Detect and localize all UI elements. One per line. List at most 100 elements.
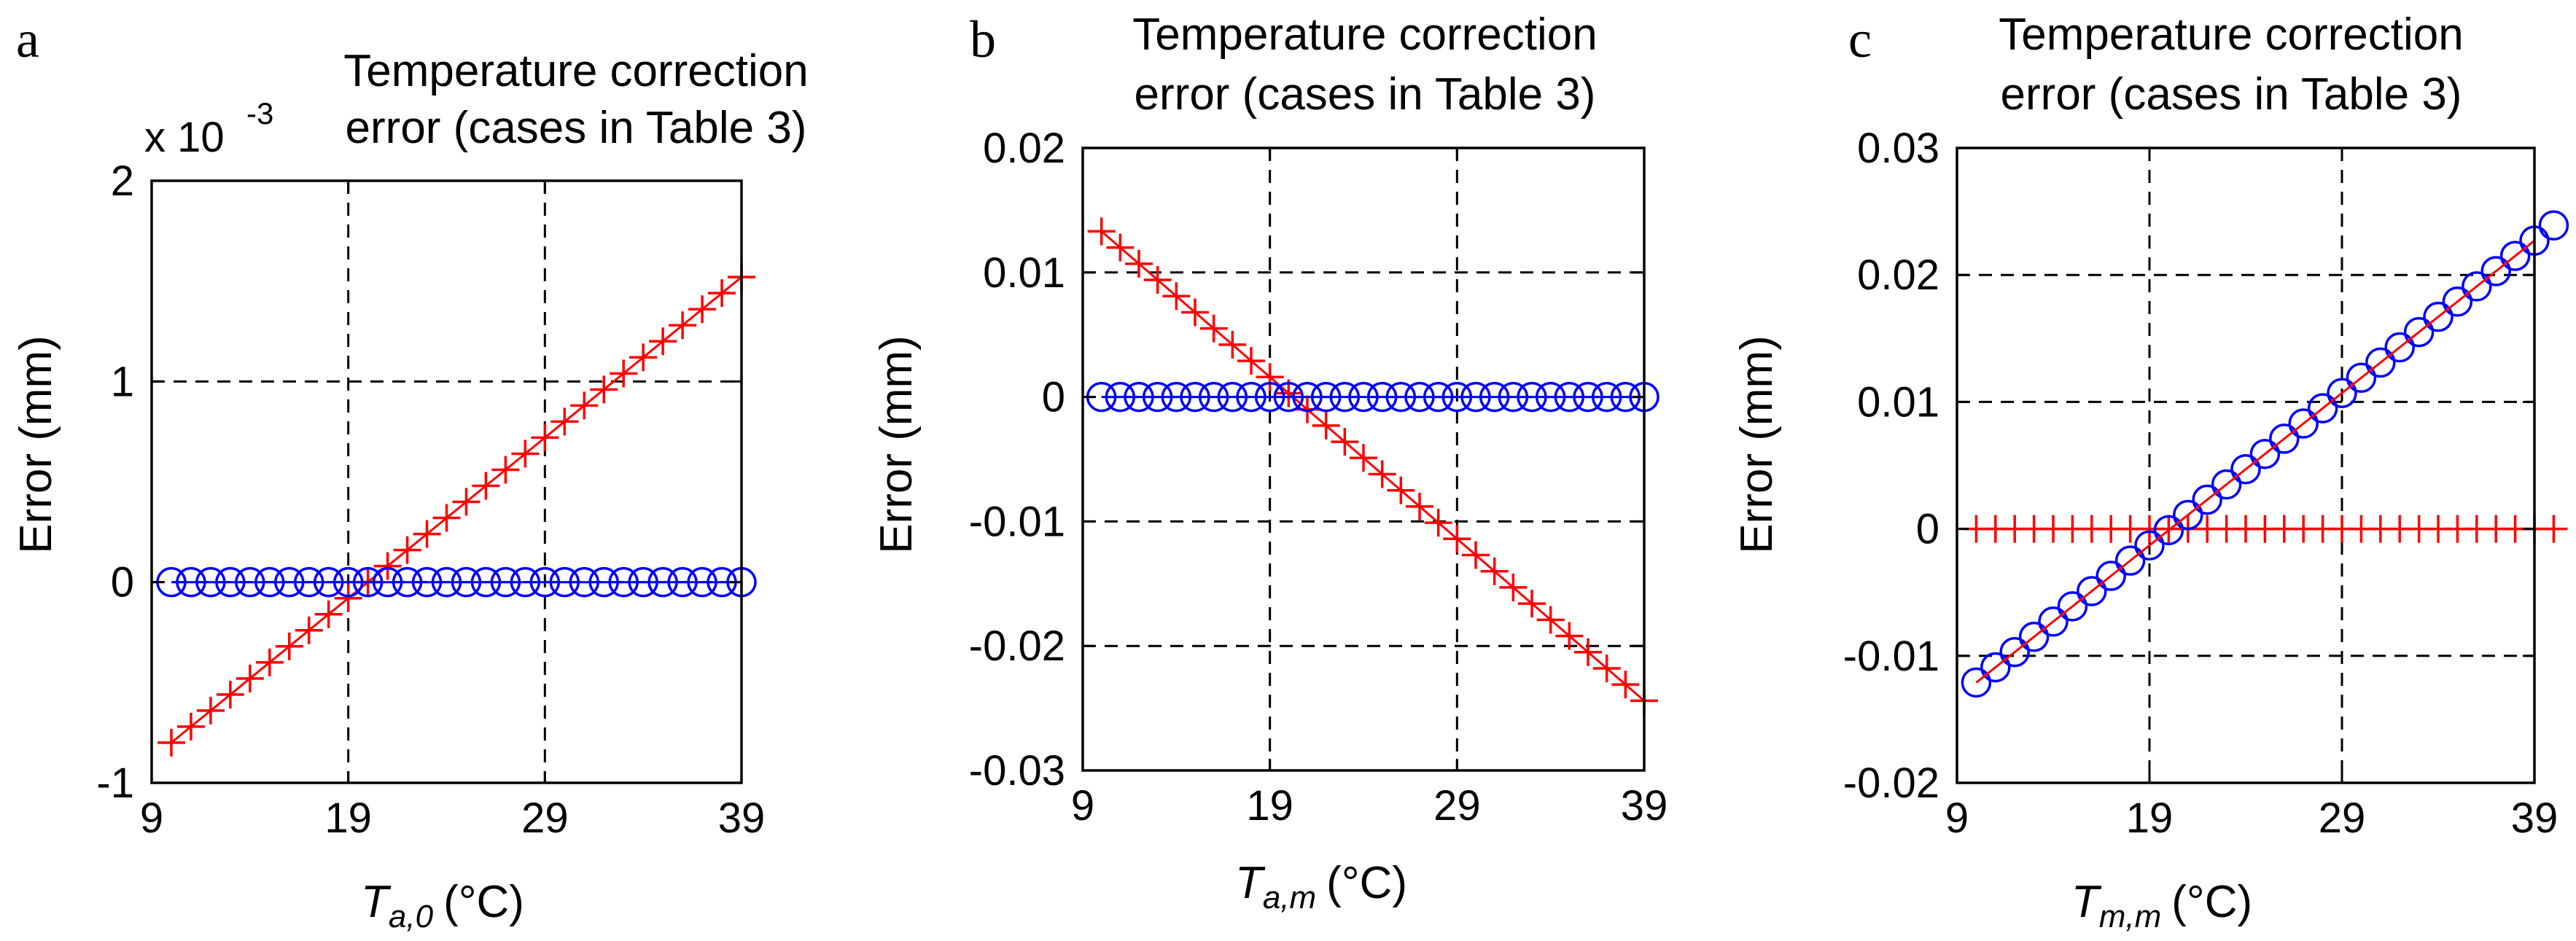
- panel-b-series-red-plus-point: [1181, 298, 1209, 327]
- panel-a-series-red-plus-point: [393, 536, 421, 564]
- panel-a-ytick-label-3: 2: [111, 157, 134, 205]
- panel-c-series-blue-circle-point: [2480, 256, 2511, 286]
- panel-a-series-red-plus-point: [570, 391, 599, 420]
- panel-a-xtick-label-0: 9: [140, 794, 163, 842]
- panel-a-title-line1: Temperature correction: [343, 46, 809, 96]
- panel-c-title-line1: Temperature correction: [1999, 9, 2464, 60]
- panel-a-series-blue-circle-point: [332, 566, 364, 598]
- panel-a-series-blue-circle-point: [274, 566, 305, 598]
- panel-b-series-red-plus-point: [1387, 476, 1415, 504]
- panel-a-series-red-plus-point: [432, 504, 461, 532]
- panel-a-xtick-label-2: 29: [521, 794, 569, 842]
- panel-c-letter: c: [1848, 10, 1872, 69]
- panel-c-series-blue-circle-point: [2114, 545, 2146, 576]
- panel-b-series-red-plus-point: [1406, 492, 1433, 520]
- panel-a-series-red-plus-point: [196, 696, 225, 725]
- panel-a-series-blue-circle-point: [588, 566, 619, 598]
- panel-b-xtick-label-1: 19: [1246, 782, 1293, 829]
- panel-c-series-blue-circle-point: [2018, 621, 2050, 652]
- panel-b-series-blue-circle-point: [1498, 381, 1529, 413]
- panel-b-series-blue-circle-point: [1535, 381, 1566, 413]
- panel-c-series-blue-circle-point: [2327, 378, 2357, 408]
- panel-c-xtick-label-2: 29: [2319, 794, 2366, 842]
- panel-b-xtick-label-2: 29: [1433, 782, 1481, 829]
- panel-b-xtick-label-3: 39: [1621, 782, 1668, 829]
- panel-b-series-red-plus-point: [1331, 428, 1359, 456]
- panel-c-series-blue-circle-point: [2173, 499, 2203, 531]
- panel-a-series-red-plus-point: [590, 375, 618, 404]
- panel-c-series-blue-circle-point: [2153, 515, 2184, 546]
- panel-b-ytick-label-0: -0.03: [969, 747, 1065, 794]
- panel-b-series-blue-circle-point: [1517, 381, 1547, 413]
- panel-a-series-blue-circle-point: [490, 566, 521, 598]
- panel-c-xlabel-sub: m,m: [2099, 899, 2162, 934]
- panel-b-axes-box: [1081, 147, 1646, 772]
- panel-a-series-red-plus-point: [373, 552, 402, 580]
- panel-a-series-red-plus-point: [511, 440, 540, 468]
- panel-b-ytick-label-2: -0.01: [969, 498, 1065, 545]
- panel-b-series-red-plus-point: [1611, 671, 1640, 699]
- panel-b-series-blue-circle-point: [1441, 381, 1473, 413]
- panel-c-series-blue-circle-point: [2192, 484, 2222, 515]
- panel-c-xtick-label-1: 19: [2126, 794, 2174, 842]
- panel-b-series-blue-circle-point: [1180, 381, 1210, 413]
- panel-a-series-blue-circle-point: [647, 566, 678, 598]
- panel-b-series-red-plus-point: [1293, 395, 1321, 423]
- panel-b-series-blue-circle-point: [1404, 381, 1435, 413]
- panel-a: a Temperature correction error (cases in…: [11, 10, 809, 934]
- panel-a-series-blue-circle-point: [687, 566, 717, 598]
- panel-b-title-line1: Temperature correction: [1132, 9, 1598, 60]
- panel-b-series-red-plus-point: [1536, 606, 1565, 634]
- panel-b-series-red-plus-point: [1218, 330, 1247, 359]
- panel-a-series-red-plus-point: [295, 616, 323, 644]
- panel-a-series-blue-circle-point: [470, 566, 502, 598]
- panel-a-series-red-plus-point: [669, 311, 697, 340]
- panel-b-series-red-plus-point: [1574, 638, 1602, 666]
- panel-c-series-blue-circle-point: [2403, 316, 2435, 348]
- panel-c-series-blue-circle-point: [2346, 362, 2377, 394]
- panel-a-series-red-plus-point: [472, 472, 500, 500]
- panel-b-ytick-label-4: 0.01: [983, 249, 1065, 297]
- panel-a-ytick-label-0: -1: [96, 760, 134, 807]
- panel-c-series-blue-circle-point: [2134, 530, 2165, 561]
- panel-a-series-red-plus-point: [255, 648, 284, 676]
- panel-b-ytick-label-1: -0.02: [969, 622, 1065, 670]
- panel-a-xtick-label-1: 19: [324, 794, 372, 842]
- panel-c-series-blue-circle-point: [2269, 423, 2300, 454]
- panel-c-series-blue-circle-point: [2096, 561, 2126, 591]
- panel-a-xlabel-unit: (°C): [443, 877, 524, 927]
- panel-b-series-red-plus-point: [1368, 460, 1396, 488]
- panel-a-series-blue-circle-point: [569, 566, 600, 598]
- panel-c-series-blue-circle-point: [2384, 332, 2415, 363]
- panel-a-series-red-plus-point: [216, 680, 244, 708]
- panel-a-series-blue-circle-point: [549, 566, 580, 598]
- panel-a-series-blue-circle-point: [372, 566, 403, 598]
- panel-b-series-blue-circle-point: [1198, 381, 1229, 413]
- panel-c-series-blue-circle-point: [2365, 347, 2396, 378]
- panel-a-series-red-plus-point: [491, 456, 520, 484]
- panel-a-series-blue-circle-point: [176, 566, 206, 598]
- panel-c-series-blue-circle-point: [2057, 591, 2088, 622]
- panel-b-xlabel-unit: (°C): [1326, 858, 1407, 908]
- panel-a-series-red-plus-point: [649, 327, 677, 356]
- panel-c-series-blue-circle-point: [2077, 576, 2107, 606]
- panel-a-xtick-label-3: 39: [718, 794, 766, 842]
- panel-c-ytick-label-1: -0.01: [1843, 633, 1939, 680]
- panel-b-series-red-plus-point: [1125, 249, 1153, 278]
- panel-a-plot: 9 19 29 39 -1 0 1 2: [96, 157, 765, 842]
- panel-c-xlabel-unit: (°C): [2171, 877, 2252, 927]
- panel-b-series-blue-circle-point: [1254, 381, 1285, 413]
- panel-b-series-blue-circle-point: [1161, 381, 1192, 413]
- panel-c-ytick-label-3: 0.01: [1857, 378, 1939, 426]
- panel-a-series-red-plus-point: [176, 712, 205, 741]
- panel-a-xlabel: Ta,0 (°C): [361, 877, 524, 934]
- panel-b-series-red-plus-point: [1555, 622, 1584, 650]
- panel-a-series-blue-circle-point: [451, 566, 482, 598]
- panel-a-series-red-plus-point: [550, 407, 579, 436]
- panel-b-ylabel: Error (mm): [871, 335, 922, 554]
- panel-a-series-red-plus-point: [334, 584, 362, 612]
- panel-b-series-blue-circle-point: [1105, 381, 1136, 413]
- panel-a-series-blue-circle-point: [235, 566, 265, 598]
- panel-a-ytick-label-1: 0: [111, 559, 134, 606]
